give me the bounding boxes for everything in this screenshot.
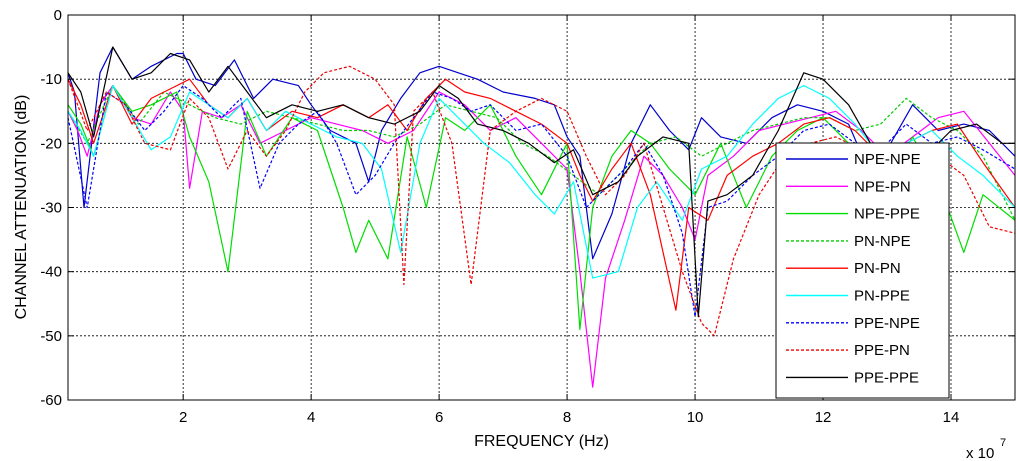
tick-marks — [68, 14, 1015, 401]
series-line-npe-pn — [68, 84, 1015, 388]
y-tick-label: -30 — [40, 200, 62, 217]
legend-label-pn-npe: PN-NPE — [854, 233, 911, 250]
legend-label-pn-pn: PN-PN — [854, 260, 901, 277]
legend-label-ppe-pn: PPE-PN — [854, 342, 910, 359]
series-line-npe-npe — [68, 46, 1015, 260]
legend-label-ppe-npe: PPE-NPE — [854, 315, 920, 332]
x-multiplier-exponent: 7 — [1000, 437, 1006, 449]
legend-label-npe-ppe: NPE-PPE — [854, 206, 920, 223]
x-tick-label: 6 — [435, 409, 443, 426]
x-tick-labels: 2 4 6 8 10 12 14 — [179, 409, 959, 426]
y-axis-title: CHANNEL ATTENUATION (dB) — [13, 95, 30, 320]
x-tick-label: 10 — [687, 409, 704, 426]
legend: NPE-NPE NPE-PN NPE-PPE PN-NPE PN-PN PN-PPE PPE… — [775, 142, 950, 399]
series-line-pn-ppe — [68, 84, 1015, 279]
legend-label-pn-ppe: PN-PPE — [854, 288, 910, 305]
y-tick-label: -10 — [40, 71, 62, 88]
series-line-ppe-pn — [68, 65, 1015, 337]
legend-label-ppe-ppe: PPE-PPE — [854, 369, 919, 386]
legend-box — [775, 142, 950, 399]
x-tick-label: 8 — [563, 409, 571, 426]
y-tick-label: -60 — [40, 392, 62, 409]
x-axis-title: FREQUENCY (Hz) — [474, 433, 609, 450]
y-tick-label: -40 — [40, 264, 62, 281]
legend-label-npe-npe: NPE-NPE — [854, 151, 921, 168]
y-tick-label: 0 — [54, 7, 62, 24]
legend-label-npe-pn: NPE-PN — [854, 178, 911, 195]
y-tick-label: -50 — [40, 328, 62, 345]
x-multiplier-base: x 10 — [966, 445, 994, 461]
x-tick-label: 14 — [943, 409, 960, 426]
series-line-pn-npe — [68, 84, 1015, 221]
series-line-ppe-npe — [68, 84, 1015, 318]
x-tick-label: 4 — [307, 409, 315, 426]
y-tick-label: -20 — [40, 135, 62, 152]
x-multiplier: x 10 7 — [966, 437, 1006, 461]
x-tick-label: 12 — [815, 409, 832, 426]
y-tick-labels: 0 -10 -20 -30 -40 -50 -60 — [40, 7, 62, 409]
x-tick-label: 2 — [179, 409, 187, 426]
series-line-ppe-ppe — [68, 46, 1015, 318]
series-group — [68, 46, 1015, 388]
